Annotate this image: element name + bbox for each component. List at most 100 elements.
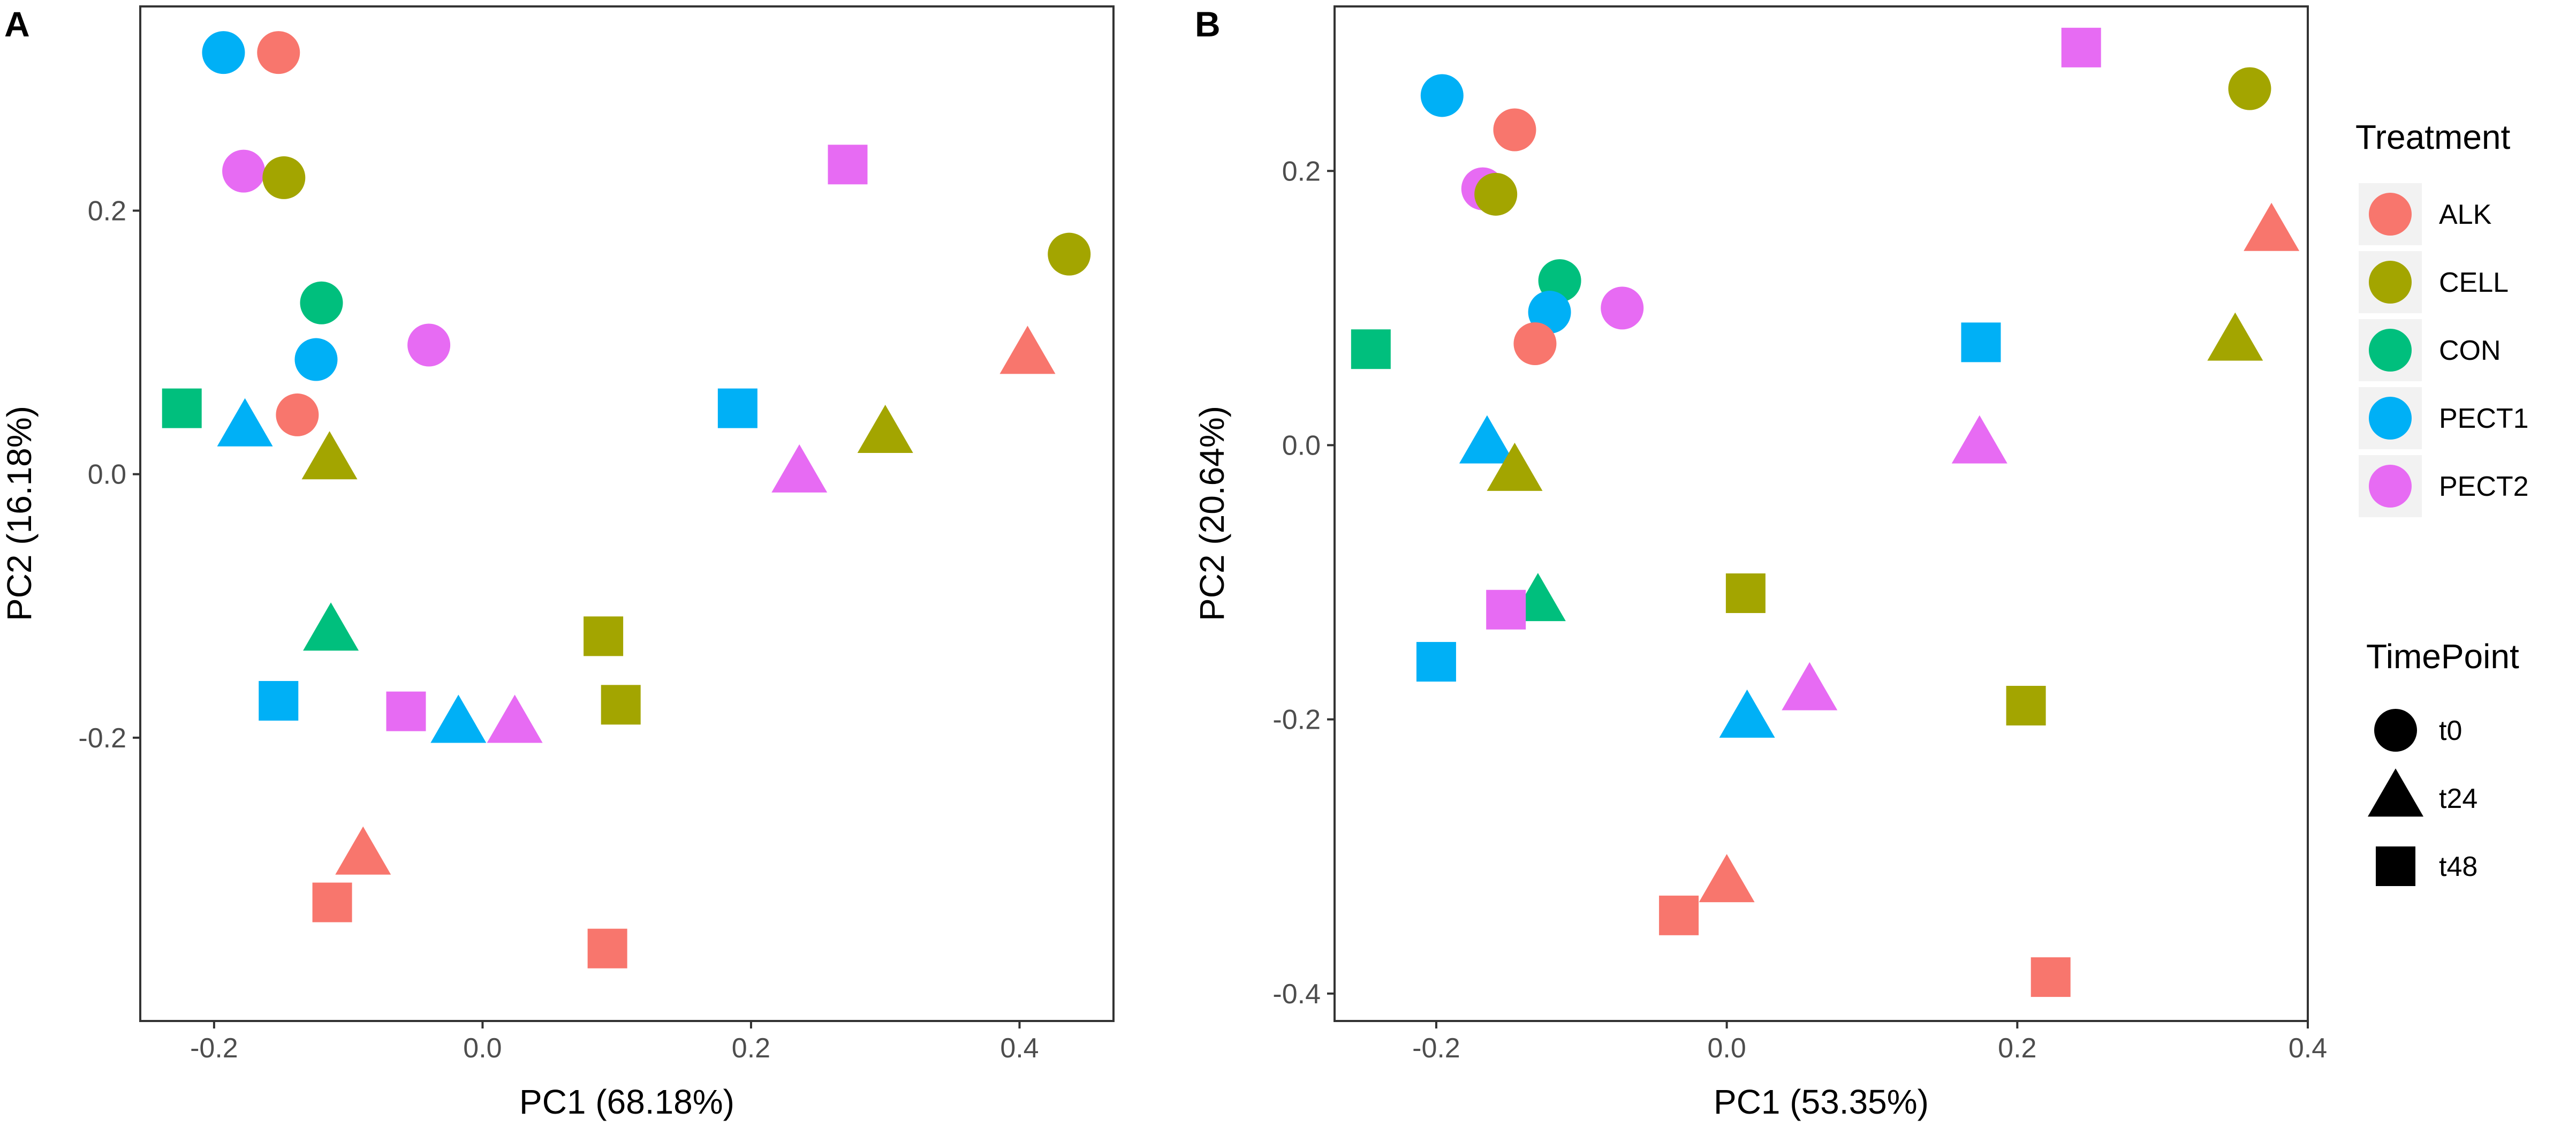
legend-swatch-pect2 xyxy=(2369,465,2412,508)
data-point-cell-t0 xyxy=(262,156,306,199)
legend-label-t0: t0 xyxy=(2439,715,2462,746)
data-point-alk-t0 xyxy=(276,393,319,436)
legend-shape-t0 xyxy=(2374,709,2417,752)
data-point-alk-t48 xyxy=(587,928,627,969)
data-point-con-t48 xyxy=(1351,329,1391,369)
legend-label-cell: CELL xyxy=(2439,267,2509,298)
y-tick-label: -0.2 xyxy=(1272,705,1321,736)
data-point-pect2-t24 xyxy=(771,444,828,493)
legend-shape-t24 xyxy=(2368,768,2423,817)
data-point-pect1-t48 xyxy=(717,388,757,428)
legend-label-con: CON xyxy=(2439,335,2501,366)
data-point-pect1-t48 xyxy=(259,680,299,721)
data-point-pect1-t48 xyxy=(1416,642,1456,682)
data-point-alk-t0 xyxy=(257,31,300,74)
legend: Treatment ALK CELL CON PECT1 PECT2 TimePoint… xyxy=(2355,118,2529,886)
data-point-pect2-t24 xyxy=(1782,662,1838,710)
x-tick-label: 0.4 xyxy=(2289,1033,2327,1064)
legend-shape-t48 xyxy=(2376,846,2415,886)
panel-a-plot-frame xyxy=(139,5,1115,1022)
y-tick-label: -0.2 xyxy=(78,723,126,754)
x-tick-label: 0.0 xyxy=(463,1033,502,1064)
panel-a: A -0.2 0.0 0.2 0.4 -0.2 0.0 0.2 PC1 (68.18%) P… xyxy=(0,4,1115,1121)
data-point-pect2-t24 xyxy=(1951,415,2007,464)
data-point-pect2-t48 xyxy=(386,691,426,731)
data-point-pect2-t48 xyxy=(1486,589,1526,630)
legend-swatch-cell xyxy=(2369,261,2412,304)
data-point-cell-t48 xyxy=(584,616,624,656)
legend-timepoint-entries: t0 t24 t48 xyxy=(2368,709,2477,886)
data-point-cell-t0 xyxy=(1474,172,1518,216)
panel-b-points xyxy=(1351,27,2300,997)
data-point-con-t48 xyxy=(162,388,202,428)
data-point-alk-t0 xyxy=(1493,108,1536,152)
data-point-pect2-t48 xyxy=(2061,27,2101,67)
legend-label-pect1: PECT1 xyxy=(2439,403,2529,434)
data-point-cell-t48 xyxy=(2006,686,2046,726)
panel-b-y-axis-title: PC2 (20.64%) xyxy=(1193,406,1231,621)
data-point-cell-t0 xyxy=(2228,67,2271,110)
panel-a-points xyxy=(162,31,1091,969)
y-tick-label: 0.2 xyxy=(88,195,126,226)
x-tick-label: 0.4 xyxy=(1000,1033,1039,1064)
data-point-pect2-t24 xyxy=(487,694,543,743)
data-point-pect2-t0 xyxy=(222,149,266,193)
data-point-pect1-t24 xyxy=(1459,415,1515,464)
legend-timepoint-title: TimePoint xyxy=(2366,637,2519,676)
x-tick-label: -0.2 xyxy=(190,1033,238,1064)
data-point-pect1-t48 xyxy=(1961,322,2001,362)
legend-treatment-title: Treatment xyxy=(2355,118,2511,156)
y-tick-label: 0.2 xyxy=(1282,156,1321,187)
data-point-alk-t24 xyxy=(335,826,391,875)
x-tick-label: 0.2 xyxy=(732,1033,770,1064)
data-point-pect2-t0 xyxy=(407,323,451,367)
data-point-cell-t24 xyxy=(1487,442,1543,491)
data-point-pect1-t0 xyxy=(294,338,338,381)
data-point-alk-t24 xyxy=(999,326,1056,374)
data-point-pect2-t0 xyxy=(1601,286,1644,330)
legend-treatment-entries: ALK CELL CON PECT1 PECT2 xyxy=(2359,183,2529,517)
data-point-pect1-t0 xyxy=(1420,74,1464,117)
panel-b: B -0.2 0.0 0.2 0.4 -0.4 -0.2 0.0 0.2 PC1 (53.35… xyxy=(1193,4,2327,1121)
data-point-cell-t48 xyxy=(601,685,641,725)
panel-b-x-axis-title: PC1 (53.35%) xyxy=(1714,1083,1929,1121)
data-point-cell-t24 xyxy=(2207,312,2263,361)
panel-b-label: B xyxy=(1195,4,1221,44)
panel-b-ticks: -0.2 0.0 0.2 0.4 -0.4 -0.2 0.0 0.2 xyxy=(1272,156,2327,1064)
legend-label-t24: t24 xyxy=(2439,783,2477,814)
legend-label-pect2: PECT2 xyxy=(2439,471,2529,502)
data-point-alk-t0 xyxy=(1513,322,1557,365)
panel-a-ticks: -0.2 0.0 0.2 0.4 -0.2 0.0 0.2 xyxy=(78,195,1039,1064)
legend-label-t48: t48 xyxy=(2439,851,2477,882)
y-tick-label: -0.4 xyxy=(1272,979,1321,1010)
data-point-pect2-t48 xyxy=(828,145,868,185)
data-point-alk-t24 xyxy=(1699,854,1755,903)
data-point-pect1-t0 xyxy=(202,31,245,74)
y-tick-label: 0.0 xyxy=(1282,430,1321,461)
data-point-pect1-t24 xyxy=(217,398,273,447)
data-point-pect1-t24 xyxy=(1719,689,1775,738)
data-point-cell-t48 xyxy=(1725,573,1766,614)
x-tick-label: 0.0 xyxy=(1707,1033,1746,1064)
data-point-pect1-t24 xyxy=(430,694,487,743)
x-tick-label: -0.2 xyxy=(1412,1033,1460,1064)
data-point-con-t24 xyxy=(303,602,359,651)
legend-swatch-con xyxy=(2369,329,2412,372)
legend-swatch-alk xyxy=(2369,193,2412,236)
panel-a-y-axis-title: PC2 (16.18%) xyxy=(0,406,39,621)
data-point-cell-t0 xyxy=(1048,232,1091,276)
panel-a-label: A xyxy=(4,4,30,44)
data-point-cell-t24 xyxy=(857,405,913,453)
panel-a-x-axis-title: PC1 (68.18%) xyxy=(519,1083,734,1121)
panel-b-plot-frame xyxy=(1334,5,2309,1022)
data-point-alk-t24 xyxy=(2244,202,2300,251)
x-tick-label: 0.2 xyxy=(1998,1033,2036,1064)
data-point-cell-t24 xyxy=(301,431,358,480)
data-point-alk-t48 xyxy=(1659,895,1699,935)
data-point-alk-t48 xyxy=(312,882,352,922)
legend-swatch-pect1 xyxy=(2369,397,2412,440)
data-point-con-t0 xyxy=(300,281,343,324)
legend-label-alk: ALK xyxy=(2439,199,2492,230)
data-point-alk-t48 xyxy=(2031,957,2071,997)
